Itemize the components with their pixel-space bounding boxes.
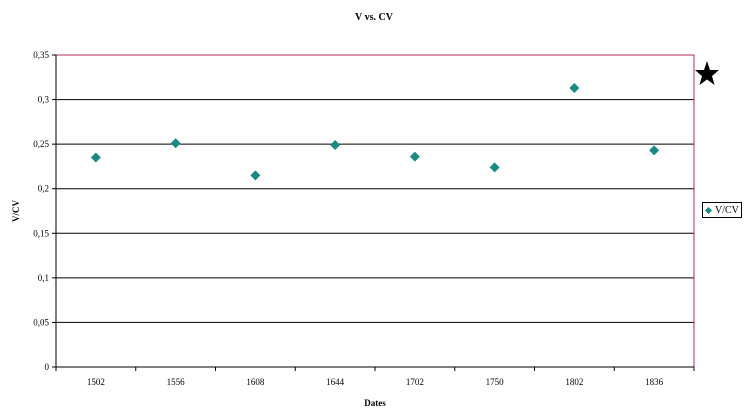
y-tick-label: 0,15 — [33, 228, 49, 238]
data-points — [90, 82, 660, 181]
x-tick-labels: 1502 1556 1608 1644 1702 1750 1802 1836 — [87, 377, 664, 387]
y-tick-label: 0,25 — [33, 139, 49, 149]
y-tick-label: 0,1 — [38, 273, 49, 283]
axes — [52, 54, 695, 371]
star-icon — [695, 61, 719, 85]
x-tick-label: 1802 — [565, 377, 583, 387]
x-tick-label: 1502 — [87, 377, 105, 387]
x-tick-label: 1750 — [486, 377, 505, 387]
y-tick-label: 0,3 — [38, 95, 50, 105]
x-tick-label: 1608 — [246, 377, 265, 387]
y-tick-label: 0,2 — [38, 184, 49, 194]
x-tick-label: 1836 — [645, 377, 664, 387]
legend: V/CV — [702, 202, 742, 218]
chart-title: V vs. CV — [355, 12, 394, 23]
y-tick-label: 0 — [45, 362, 50, 372]
x-tick-label: 1556 — [167, 377, 186, 387]
x-axis-label: Dates — [364, 398, 386, 408]
gridlines — [56, 54, 694, 323]
y-tick-label: 0,05 — [33, 317, 49, 327]
data-point — [409, 151, 420, 162]
y-tick-labels: 0 0,05 0,1 0,15 0,2 0,25 0,3 0,35 — [33, 50, 49, 372]
data-point — [489, 162, 500, 173]
plot-area-border — [55, 54, 695, 368]
data-point — [330, 140, 341, 151]
data-point — [250, 170, 261, 181]
legend-marker — [704, 206, 713, 214]
x-tick-label: 1644 — [326, 377, 345, 387]
legend-label: V/CV — [715, 204, 739, 216]
data-point — [90, 152, 101, 163]
data-point — [170, 138, 181, 149]
x-tick-label: 1702 — [406, 377, 424, 387]
data-point — [569, 82, 580, 93]
y-tick-label: 0,35 — [33, 50, 49, 60]
data-point — [649, 145, 660, 156]
y-axis-label: V/CV — [11, 200, 21, 222]
